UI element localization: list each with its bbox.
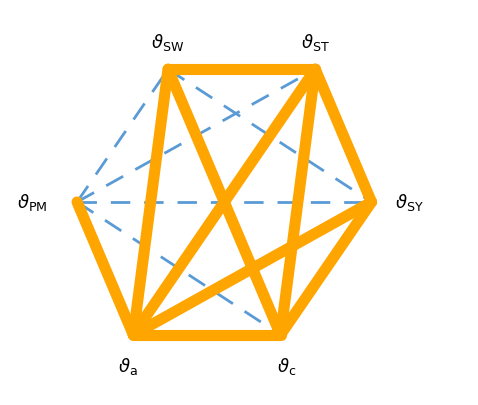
Text: $\vartheta_{\mathrm{a}}$: $\vartheta_{\mathrm{a}}$ [118,356,137,377]
Text: $\vartheta_{\mathrm{SW}}$: $\vartheta_{\mathrm{SW}}$ [152,32,185,52]
Text: $\vartheta_{\mathrm{ST}}$: $\vartheta_{\mathrm{ST}}$ [301,32,330,52]
Text: $\vartheta_{\mathrm{SY}}$: $\vartheta_{\mathrm{SY}}$ [395,192,424,213]
Text: $\vartheta_{\mathrm{c}}$: $\vartheta_{\mathrm{c}}$ [277,356,296,377]
Text: $\vartheta_{\mathrm{PM}}$: $\vartheta_{\mathrm{PM}}$ [17,192,48,213]
